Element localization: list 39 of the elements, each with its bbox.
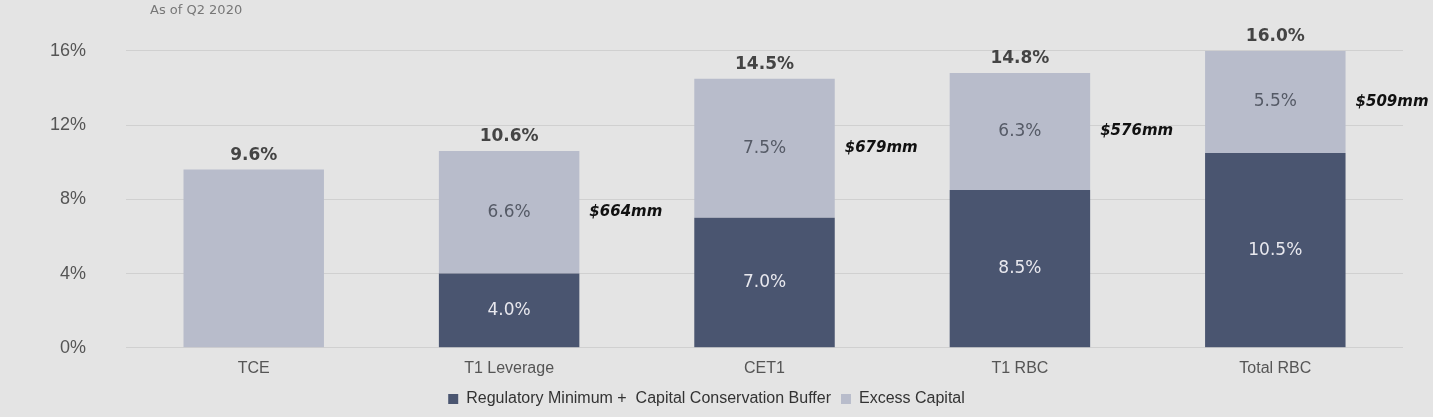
data-label: 10.5% (1248, 238, 1303, 259)
y-tick-label: 12% (50, 114, 87, 135)
y-tick-label: 0% (60, 336, 87, 357)
annotation: $576mm (1100, 121, 1174, 140)
annotation: $664mm (589, 202, 663, 221)
data-label: 5.5% (1253, 90, 1297, 111)
y-tick-label: 4% (60, 262, 87, 283)
x-tick-label: TCE (237, 358, 270, 376)
chart-subtitle: As of Q2 2020 (150, 2, 243, 17)
annotation: $679mm (844, 138, 918, 157)
total-label: 9.6% (230, 144, 278, 165)
total-label: 16.0% (1245, 25, 1305, 46)
x-tick-label: T1 Leverage (464, 358, 555, 376)
data-label: 6.3% (998, 119, 1042, 140)
legend-label: Regulatory Minimum + Capital Conservation Buffer (466, 389, 832, 407)
bar (949, 190, 1091, 348)
bar (438, 273, 580, 348)
x-tick-label: Total RBC (1239, 358, 1312, 376)
bar (694, 78, 835, 218)
bar (438, 151, 580, 274)
x-tick-label: CET1 (744, 358, 786, 376)
data-label: 7.0% (742, 271, 787, 291)
y-tick-label: 8% (60, 188, 87, 209)
bar (949, 73, 1091, 191)
data-label: 7.5% (742, 136, 787, 157)
data-label: 6.6% (487, 200, 531, 221)
total-label: 14.8% (990, 47, 1050, 68)
bar (1205, 152, 1346, 348)
total-label: 14.5% (735, 53, 795, 74)
data-label: 4.0% (487, 298, 531, 319)
data-label: 8.5% (998, 257, 1042, 278)
bar (694, 217, 835, 348)
y-tick-label: 16% (50, 39, 87, 60)
total-label: 10.6% (479, 125, 539, 146)
annotation: $509mm (1355, 91, 1429, 110)
legend-label: Excess Capital (858, 389, 965, 407)
bar (183, 169, 324, 348)
bar (1205, 50, 1346, 153)
x-tick-label: T1 RBC (991, 358, 1049, 376)
